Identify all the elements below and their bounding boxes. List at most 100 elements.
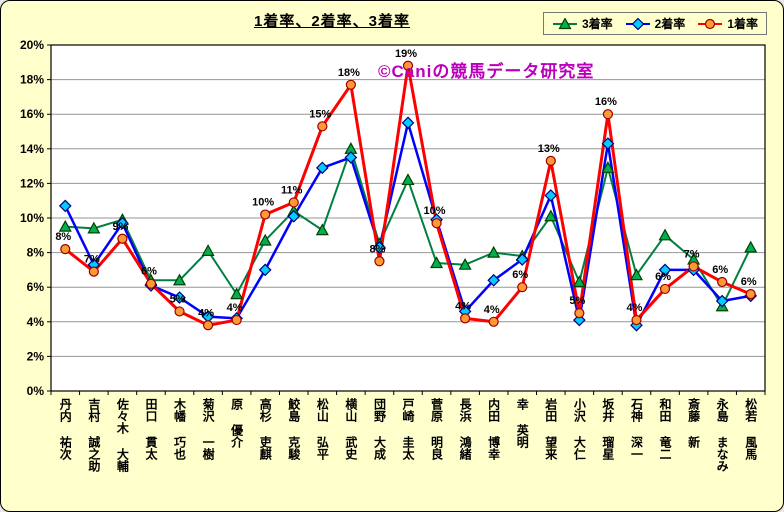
data-label: 18% <box>338 67 360 79</box>
data-label: 6% <box>655 271 671 283</box>
data-label: 5% <box>170 293 186 305</box>
triangle-marker <box>458 257 472 270</box>
circle-marker <box>574 308 585 319</box>
diamond-marker <box>487 273 501 287</box>
x-axis-label: 戸崎 圭太 <box>401 398 415 460</box>
triangle-marker <box>658 228 672 241</box>
circle-marker <box>145 278 157 289</box>
data-label: 6% <box>712 264 728 276</box>
y-axis-tick-label: 4% <box>27 315 45 329</box>
x-axis-label: 丹内 祐次 <box>58 398 73 460</box>
data-label: 15% <box>309 108 331 120</box>
triangle-marker <box>544 209 558 222</box>
data-label: 8% <box>55 231 71 243</box>
x-axis-label: 岩田 望来 <box>543 398 558 460</box>
data-label: 7% <box>684 248 700 260</box>
x-axis-label: 松若 風馬 <box>743 398 758 460</box>
data-label: 5% <box>569 295 585 307</box>
circle-marker <box>260 209 271 220</box>
data-label: 6% <box>141 266 157 278</box>
x-axis-label: 横山 武史 <box>343 398 358 460</box>
legend-item-1st-rate: 1着率 <box>697 15 758 32</box>
x-axis-label: 吉村 誠之助 <box>86 398 101 472</box>
data-label: 11% <box>281 184 303 196</box>
data-label: 6% <box>741 276 757 288</box>
circle-marker <box>705 18 716 29</box>
y-axis-tick-label: 14% <box>20 142 44 156</box>
triangle-marker <box>572 275 586 288</box>
diamond-marker <box>658 263 672 277</box>
x-axis-label: 長浜 鴻緒 <box>458 398 473 460</box>
chart-title: 1着率、2着率、3着率 <box>253 13 411 30</box>
data-label: 4% <box>455 300 471 312</box>
plot-border <box>50 44 766 392</box>
data-label: 9% <box>112 221 128 233</box>
diamond-marker <box>601 137 615 150</box>
x-axis-label: 菊沢 一樹 <box>201 398 216 460</box>
circle-marker <box>460 313 471 324</box>
x-axis-label: 幸 英明 <box>515 398 530 448</box>
y-axis-tick-label: 18% <box>20 73 44 87</box>
triangle-marker <box>201 244 215 256</box>
circle-marker <box>602 109 614 120</box>
y-axis-tick-label: 0% <box>27 384 45 398</box>
x-axis-label: 坂井 瑠星 <box>600 398 615 460</box>
diamond-marker <box>344 151 358 164</box>
x-axis-label: 松山 弘平 <box>315 398 330 460</box>
circle-marker <box>288 197 299 208</box>
diamond-marker <box>373 241 386 254</box>
y-axis-tick-label: 6% <box>27 280 45 294</box>
circle-marker <box>117 233 128 244</box>
legend-label-2nd-rate: 2着率 <box>654 17 686 31</box>
triangle-marker <box>744 240 758 253</box>
x-axis-label: 高杉 吏麒 <box>258 398 273 460</box>
diamond-marker <box>173 291 186 304</box>
x-axis-label: 永島 まなみ <box>715 398 730 472</box>
y-axis-tick-label: 20% <box>20 38 44 52</box>
data-label: 10% <box>252 197 274 209</box>
y-axis-tick-label: 2% <box>27 349 45 363</box>
data-label: 7% <box>84 254 100 266</box>
diamond-marker <box>544 189 558 202</box>
y-axis-tick-label: 12% <box>20 176 44 190</box>
circle-marker <box>745 289 756 300</box>
legend-label-1st-rate: 1着率 <box>727 17 758 31</box>
x-axis-labels: 丹内 祐次 吉村 誠之助 佐々木 大輔 田口 貫太 木幡 巧也 菊沢 一樹原 優介 高杉 吏… <box>1 398 783 511</box>
data-label: 8% <box>369 243 385 255</box>
x-axis-label: 菅原 明良 <box>429 398 444 460</box>
triangle-marker <box>173 273 187 286</box>
triangle-marker <box>629 268 643 281</box>
circle-marker <box>631 314 642 326</box>
triangle-marker-icon <box>552 17 578 30</box>
x-axis-label: 団野 大成 <box>372 398 387 460</box>
circle-marker <box>717 276 728 288</box>
data-label: 13% <box>538 143 560 155</box>
legend-label-3rd-rate: 3着率 <box>581 17 613 31</box>
triangle-marker <box>315 223 329 236</box>
data-label: 6% <box>512 269 528 281</box>
data-label: 10% <box>424 205 446 217</box>
data-label: 4% <box>627 302 643 314</box>
circle-marker <box>517 282 528 293</box>
data-label: 4% <box>227 302 243 314</box>
x-axis-label: 鮫島 克駿 <box>286 398 301 460</box>
chart-legend: 3着率 2着率 1着率 <box>542 12 767 35</box>
circle-marker <box>202 320 214 331</box>
circle-marker <box>431 218 442 229</box>
x-axis-label: 和田 竜二 <box>658 398 673 460</box>
circle-marker <box>345 79 356 90</box>
circle-marker <box>60 244 71 255</box>
diamond-marker-icon <box>625 17 651 30</box>
triangle-marker <box>487 245 501 258</box>
circle-marker-icon <box>697 18 723 30</box>
x-axis-label: 斎藤 新 <box>686 398 701 448</box>
x-axis-label: 原 優介 <box>229 398 244 448</box>
diamond-marker <box>315 161 329 175</box>
data-label: 4% <box>198 307 214 319</box>
triangle-marker <box>87 221 101 234</box>
watermark: ©Caniの競馬データ研究室 <box>378 62 595 81</box>
circle-marker <box>545 155 556 167</box>
y-axis-tick-label: 8% <box>27 246 45 260</box>
diamond-marker <box>258 263 272 277</box>
circle-marker <box>174 306 185 317</box>
